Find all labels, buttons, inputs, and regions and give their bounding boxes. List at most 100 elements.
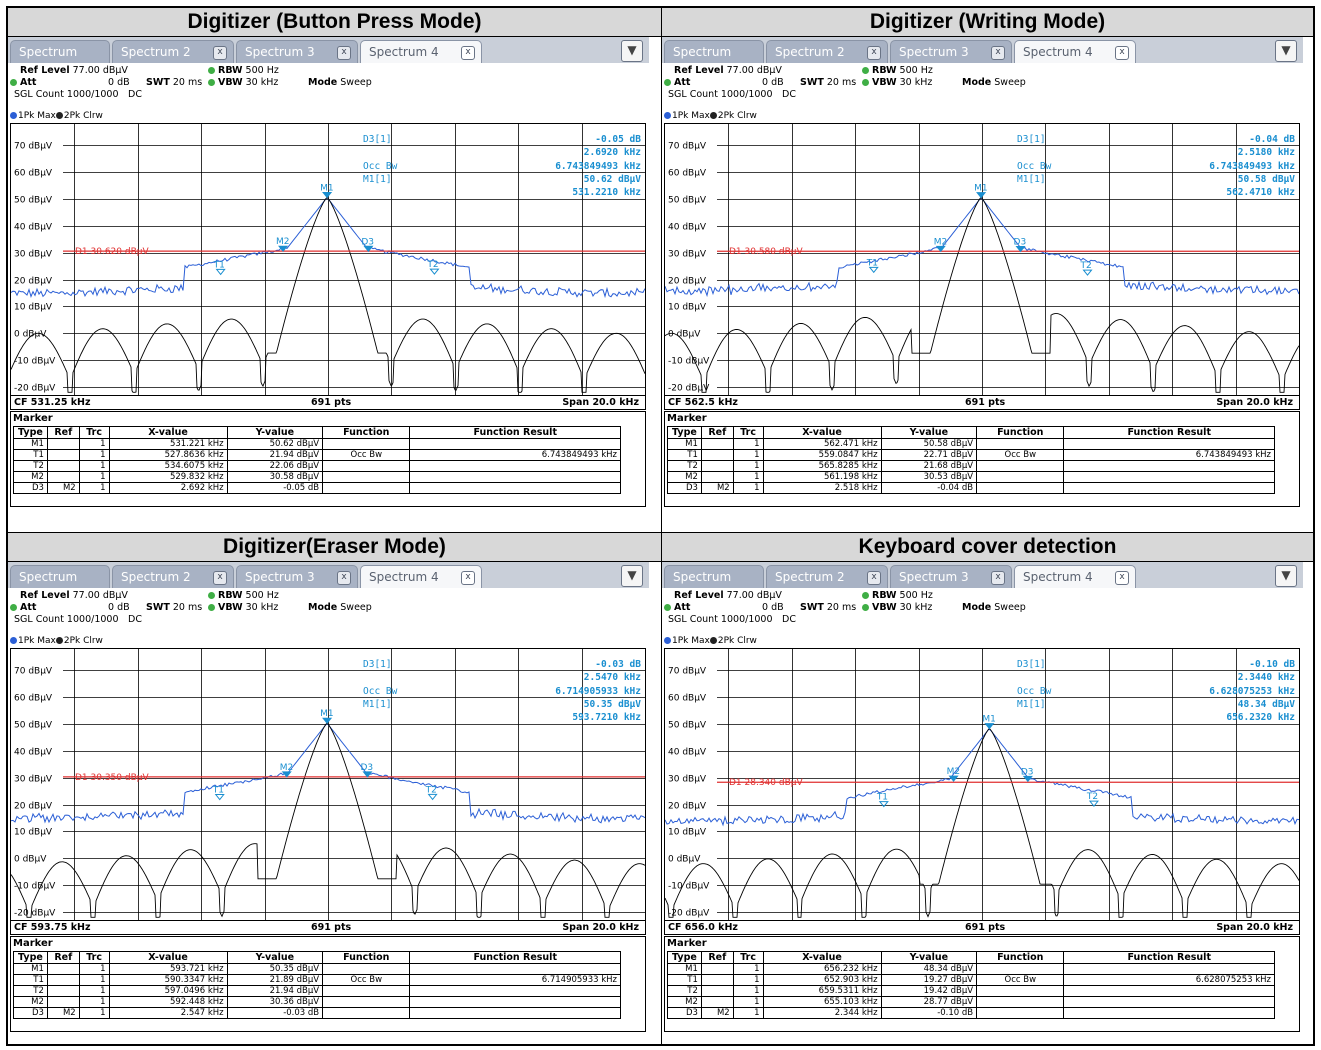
close-icon[interactable]: x (461, 46, 475, 60)
table-row[interactable]: M1 1 562.471 kHz 50.58 dBµV (668, 439, 1275, 450)
marker-cell: 19.42 dBµV (881, 986, 977, 997)
table-row[interactable]: M2 1 529.832 kHz 30.58 dBµV (14, 472, 621, 483)
mode-value: Sweep (994, 602, 1026, 613)
display-menu-icon[interactable]: ▼ (1275, 40, 1297, 62)
att-value: 0 dB (108, 602, 130, 613)
close-icon[interactable]: x (867, 46, 881, 60)
display-menu-icon[interactable]: ▼ (621, 40, 643, 62)
table-row[interactable]: T2 1 565.8285 kHz 21.68 dBµV (668, 461, 1275, 472)
trace2-label: 2Pk Clrw (718, 111, 757, 121)
readout-label: D3[1] (1017, 659, 1046, 670)
tab-spectrum-3[interactable]: Spectrum 3 x (890, 40, 1012, 63)
readout-value: 2.3440 kHz (1238, 672, 1295, 683)
tab-spectrum[interactable]: Spectrum (664, 565, 764, 588)
spectrum-plot[interactable]: 70 dBµV 60 dBµV 50 dBµV 40 dBµV 30 dBµV 20 dB… (10, 648, 646, 921)
table-header-keyboard-cover: Keyboard cover detection (661, 532, 1314, 562)
table-row[interactable]: M1 1 656.232 kHz 48.34 dBµV (668, 964, 1275, 975)
tab-spectrum[interactable]: Spectrum (664, 40, 764, 63)
display-line-label: D1 28.340 dBµV (729, 778, 803, 788)
close-icon[interactable]: x (337, 571, 351, 585)
close-icon[interactable]: x (337, 46, 351, 60)
marker-cell: 1 (733, 461, 763, 472)
tab-spectrum[interactable]: Spectrum (10, 40, 110, 63)
close-icon[interactable]: x (213, 46, 227, 60)
marker-cell: 30.53 dBµV (881, 472, 977, 483)
table-row[interactable]: T1 1 527.8636 kHz 21.94 dBµV Occ Bw 6.7438494… (14, 450, 621, 461)
marker-cell (323, 472, 410, 483)
marker-cell (977, 964, 1064, 975)
tab-label: Spectrum (673, 570, 731, 584)
y-tick-label: 70 dBµV (14, 142, 53, 152)
marker-col-header: Ref (47, 952, 79, 964)
close-icon[interactable]: x (461, 571, 475, 585)
readout-value: 6.714905933 kHz (555, 686, 641, 697)
att-label: Att (674, 77, 690, 88)
table-row[interactable]: T2 1 597.0496 kHz 21.94 dBµV (14, 986, 621, 997)
vbw-value: 30 kHz (246, 602, 279, 613)
marker-cell (410, 964, 621, 975)
table-row[interactable]: T1 1 652.903 kHz 19.27 dBµV Occ Bw 6.62807525… (668, 975, 1275, 986)
spectrum-plot[interactable]: 70 dBµV 60 dBµV 50 dBµV 40 dBµV 30 dBµV 20 dB… (10, 123, 646, 396)
table-row[interactable]: M1 1 531.221 kHz 50.62 dBµV (14, 439, 621, 450)
tab-spectrum-2[interactable]: Spectrum 2 x (766, 40, 888, 63)
y-tick-label: 20 dBµV (14, 802, 53, 812)
readout-value: -0.03 dB (595, 659, 641, 670)
display-menu-icon[interactable]: ▼ (1275, 565, 1297, 587)
table-row[interactable]: T1 1 559.0847 kHz 22.71 dBµV Occ Bw 6.7438494… (668, 450, 1275, 461)
marker-cell: 22.71 dBµV (881, 450, 977, 461)
spectrum-plot[interactable]: 70 dBµV 60 dBµV 50 dBµV 40 dBµV 30 dBµV 20 dB… (664, 123, 1300, 396)
marker-col-header: Ref (47, 427, 79, 439)
tab-spectrum-3[interactable]: Spectrum 3 x (236, 565, 358, 588)
close-icon[interactable]: x (991, 46, 1005, 60)
status-dot-icon (664, 604, 671, 611)
marker-cell (1064, 483, 1275, 494)
panel-cell-eraser: Spectrum Spectrum 2x Spectrum 3x Spectru… (7, 561, 662, 1045)
table-row[interactable]: D3 M2 1 2.547 kHz -0.03 dB (14, 1008, 621, 1019)
tab-spectrum-4[interactable]: Spectrum 4 x (360, 40, 482, 63)
tab-spectrum-2[interactable]: Spectrum 2 x (766, 565, 888, 588)
tab-spectrum-4[interactable]: Spectrum 4 x (1014, 565, 1136, 588)
tab-spectrum-3[interactable]: Spectrum 3 x (236, 40, 358, 63)
table-row[interactable]: T1 1 590.3347 kHz 21.89 dBµV Occ Bw 6.7149059… (14, 975, 621, 986)
marker-label: T1 (876, 793, 888, 803)
tab-spectrum-4[interactable]: Spectrum 4 x (1014, 40, 1136, 63)
marker-cell (47, 472, 79, 483)
status-dot-icon (862, 67, 869, 74)
readout-value: 50.58 dBµV (1238, 174, 1295, 185)
mode-label: Mode (962, 602, 991, 613)
marker-cell: T2 (668, 461, 702, 472)
spectrum-plot[interactable]: 70 dBµV 60 dBµV 50 dBµV 40 dBµV 30 dBµV 20 dB… (664, 648, 1300, 921)
table-row[interactable]: M2 1 561.198 kHz 30.53 dBµV (668, 472, 1275, 483)
tab-spectrum[interactable]: Spectrum (10, 565, 110, 588)
table-row[interactable]: T2 1 659.5311 kHz 19.42 dBµV (668, 986, 1275, 997)
tab-spectrum-3[interactable]: Spectrum 3 x (890, 565, 1012, 588)
close-icon[interactable]: x (1115, 571, 1129, 585)
marker-table-title: Marker (13, 938, 53, 949)
close-icon[interactable]: x (1115, 46, 1129, 60)
table-row[interactable]: M1 1 593.721 kHz 50.35 dBµV (14, 964, 621, 975)
marker-cell: D3 (14, 1008, 48, 1019)
table-row[interactable]: T2 1 534.6075 kHz 22.06 dBµV (14, 461, 621, 472)
marker-cell (1064, 986, 1275, 997)
table-row[interactable]: M2 1 655.103 kHz 28.77 dBµV (668, 997, 1275, 1008)
readout-value: 656.2320 kHz (1226, 712, 1295, 723)
tab-spectrum-4[interactable]: Spectrum 4 x (360, 565, 482, 588)
marker-cell: T2 (668, 986, 702, 997)
tab-spectrum-2[interactable]: Spectrum 2 x (112, 565, 234, 588)
table-row[interactable]: D3 M2 1 2.344 kHz -0.10 dB (668, 1008, 1275, 1019)
marker-cell: 1 (79, 986, 109, 997)
tab-label: Spectrum (19, 45, 77, 59)
close-icon[interactable]: x (867, 571, 881, 585)
table-row[interactable]: D3 M2 1 2.692 kHz -0.05 dB (14, 483, 621, 494)
close-icon[interactable]: x (213, 571, 227, 585)
settings-bar: Ref Level 77.00 dBµV Att 0 dB SWT 20 ms … (662, 63, 1303, 109)
table-row[interactable]: D3 M2 1 2.518 kHz -0.04 dB (668, 483, 1275, 494)
spectrum-svg: 70 dBµV60 dBµV50 dBµV40 dBµV30 dBµV20 dB… (665, 124, 1299, 395)
table-row[interactable]: M2 1 592.448 kHz 30.36 dBµV (14, 997, 621, 1008)
marker-label: T1 (213, 260, 225, 270)
display-menu-icon[interactable]: ▼ (621, 565, 643, 587)
tab-spectrum-2[interactable]: Spectrum 2 x (112, 40, 234, 63)
report-table: Digitizer (Button Press Mode) Digitizer … (6, 6, 1315, 1046)
close-icon[interactable]: x (991, 571, 1005, 585)
att-label: Att (674, 602, 690, 613)
